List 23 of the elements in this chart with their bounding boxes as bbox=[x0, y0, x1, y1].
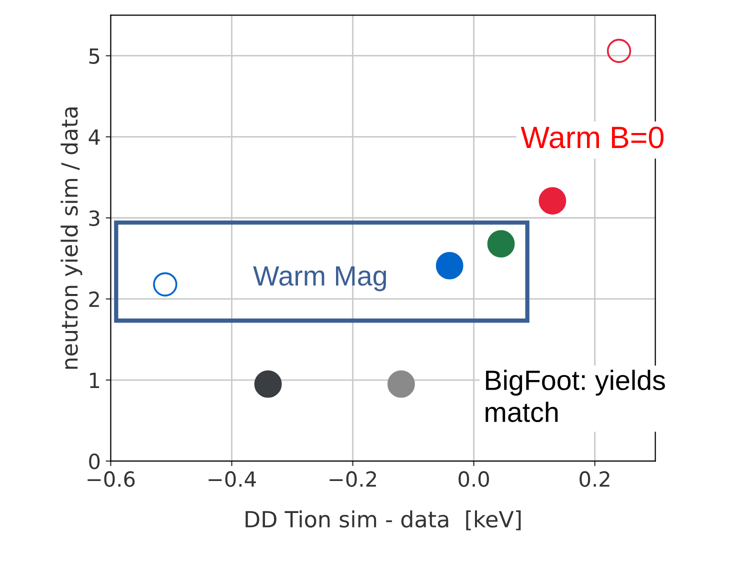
point bbox=[606, 38, 632, 63]
y-tick-label: 1 bbox=[90, 372, 100, 388]
point bbox=[254, 370, 282, 398]
point bbox=[153, 272, 178, 296]
x-tick-label: 0.2 bbox=[580, 471, 610, 487]
annotation: Warm Mag bbox=[253, 266, 386, 292]
y-tick-label: 4 bbox=[88, 130, 100, 145]
x-tick-label: −0.6 bbox=[88, 471, 135, 487]
point bbox=[487, 230, 515, 258]
x-axis-title: DD Tion sim - data [keV] bbox=[246, 510, 521, 530]
point bbox=[387, 370, 415, 398]
y-tick-label: 5 bbox=[89, 48, 100, 64]
y-axis-title: neutron yield sim / data bbox=[60, 107, 82, 369]
x-tick-label: −0.2 bbox=[330, 471, 376, 487]
point bbox=[538, 187, 566, 215]
annotation: BigFoot: yields match bbox=[486, 370, 665, 422]
y-tick-label: 2 bbox=[89, 291, 99, 307]
x-tick-label: 0.0 bbox=[458, 471, 489, 487]
x-tick-label: −0.4 bbox=[208, 471, 256, 487]
y-tick-label: 3 bbox=[89, 210, 100, 226]
y-tick-label: 0 bbox=[89, 454, 100, 470]
annotation: Warm B=0 bbox=[520, 126, 664, 148]
point bbox=[436, 252, 464, 280]
